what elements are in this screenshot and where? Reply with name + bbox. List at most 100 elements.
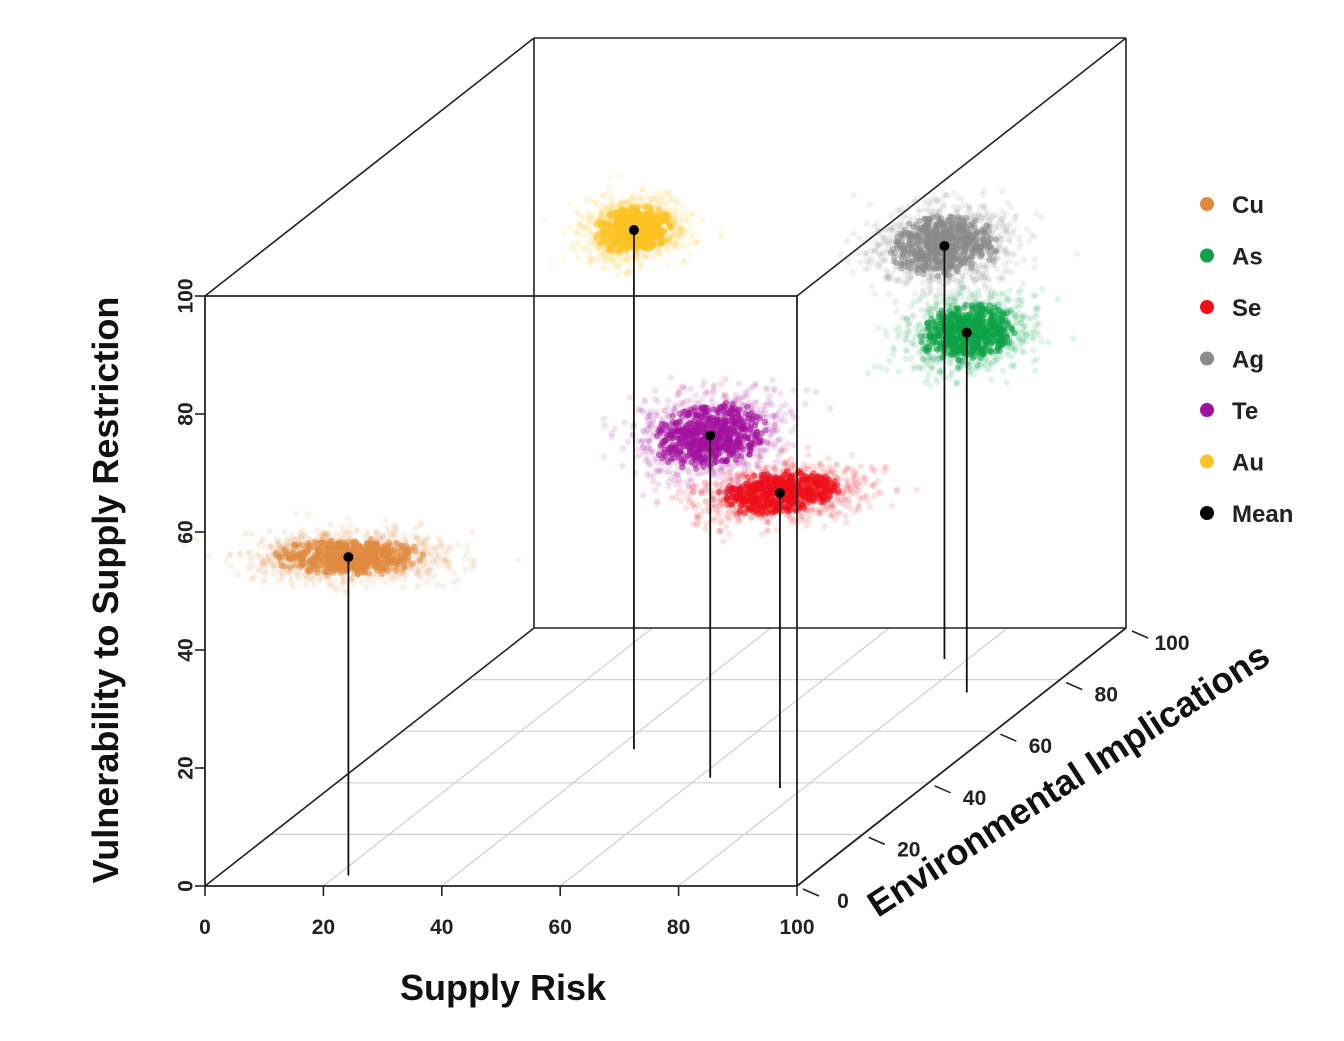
cloud-point bbox=[311, 537, 318, 544]
cloud-point bbox=[879, 257, 887, 264]
cloud-point bbox=[719, 503, 726, 510]
cloud-point bbox=[703, 520, 710, 527]
cloud-point bbox=[292, 562, 299, 569]
cloud-point bbox=[988, 339, 995, 347]
cloud-point bbox=[954, 379, 961, 386]
cloud-point bbox=[1032, 291, 1039, 299]
grid-line bbox=[323, 627, 653, 887]
cloud-point bbox=[287, 563, 294, 571]
cloud-point bbox=[288, 536, 296, 543]
cloud-point bbox=[876, 251, 883, 258]
cloud-point bbox=[425, 560, 432, 567]
cloud-point bbox=[945, 302, 953, 309]
cloud-point bbox=[416, 575, 424, 583]
cloud-point bbox=[702, 525, 709, 532]
cloud-point bbox=[885, 357, 893, 364]
cloud-point bbox=[625, 438, 632, 446]
cloud-point bbox=[784, 466, 791, 473]
cloud-point bbox=[275, 577, 283, 584]
cloud-point bbox=[268, 542, 275, 550]
cloud-point bbox=[284, 569, 291, 576]
cloud-point bbox=[326, 582, 333, 589]
cloud-point bbox=[363, 583, 370, 591]
cloud-point bbox=[332, 587, 340, 594]
cloud-point bbox=[992, 289, 999, 296]
cloud-point bbox=[415, 557, 422, 564]
cloud-point bbox=[443, 551, 450, 558]
cloud-point bbox=[440, 562, 448, 569]
cloud-point bbox=[893, 486, 900, 493]
cloud-point bbox=[922, 332, 929, 340]
cloud-point bbox=[904, 332, 911, 339]
cloud-point bbox=[976, 252, 983, 259]
cloud-point bbox=[755, 497, 762, 505]
cloud-point bbox=[960, 249, 967, 256]
cloud-point bbox=[720, 538, 727, 545]
cloud-point bbox=[379, 534, 386, 542]
cloud-point bbox=[888, 502, 896, 510]
cloud-point bbox=[442, 557, 449, 565]
cloud-point bbox=[955, 232, 962, 239]
cloud-point bbox=[366, 557, 374, 564]
cloud-point bbox=[261, 543, 268, 551]
cloud-point bbox=[384, 571, 392, 578]
cloud-point bbox=[903, 314, 910, 322]
cloud-point bbox=[946, 374, 953, 382]
cloud-point bbox=[871, 467, 879, 475]
cloud-point bbox=[945, 217, 952, 224]
cloud-point bbox=[415, 551, 423, 558]
cloud-point bbox=[905, 204, 912, 211]
cloud-point bbox=[911, 290, 919, 298]
cloud-point bbox=[804, 479, 811, 486]
cloud-point bbox=[744, 508, 752, 515]
cloud-point bbox=[687, 397, 694, 404]
cloud-point bbox=[913, 486, 920, 493]
cloud-point bbox=[296, 529, 304, 536]
cloud-point bbox=[283, 536, 291, 543]
cloud-point bbox=[439, 554, 446, 562]
cloud-point bbox=[332, 554, 339, 561]
cloud-point bbox=[402, 551, 409, 559]
cloud-point bbox=[866, 201, 874, 208]
cloud-point bbox=[326, 574, 333, 581]
cloud-point bbox=[1006, 287, 1013, 294]
cloud-point bbox=[320, 529, 327, 536]
cloud-point bbox=[889, 344, 897, 351]
cloud-point bbox=[1034, 304, 1041, 312]
cloud-point bbox=[907, 355, 915, 362]
cloud-point bbox=[421, 556, 428, 563]
cloud-point bbox=[365, 576, 372, 583]
cloud-point bbox=[347, 522, 354, 530]
cloud-point bbox=[1023, 331, 1030, 339]
cloud-point bbox=[978, 327, 985, 334]
cloud-point bbox=[374, 546, 381, 554]
cloud-point bbox=[370, 540, 377, 547]
cloud-point bbox=[306, 556, 314, 563]
cloud-point bbox=[261, 568, 268, 575]
cloud-point bbox=[454, 577, 461, 584]
cloud-point bbox=[305, 511, 312, 518]
cloud-point bbox=[754, 485, 761, 493]
cloud-point bbox=[833, 495, 841, 502]
cloud-point bbox=[937, 369, 944, 376]
cloud-point bbox=[427, 550, 434, 558]
cloud-point bbox=[722, 376, 729, 383]
cloud-point bbox=[373, 529, 381, 536]
cloud-point bbox=[918, 246, 925, 254]
cloud-point bbox=[934, 379, 941, 386]
cloud-point bbox=[298, 527, 305, 534]
cloud-point bbox=[1001, 260, 1008, 268]
cloud-point bbox=[289, 550, 297, 557]
cloud-point bbox=[421, 551, 429, 559]
cloud-point bbox=[462, 565, 469, 573]
cloud-point bbox=[828, 501, 835, 509]
cloud-point bbox=[714, 488, 721, 496]
cloud-point bbox=[245, 562, 253, 570]
cloud-point bbox=[1031, 313, 1039, 320]
cloud-point bbox=[288, 538, 295, 546]
cloud-point bbox=[325, 550, 332, 557]
cloud-point bbox=[287, 574, 295, 582]
cloud-point bbox=[434, 550, 442, 557]
cloud-point bbox=[805, 516, 812, 523]
cloud-point bbox=[278, 544, 285, 551]
